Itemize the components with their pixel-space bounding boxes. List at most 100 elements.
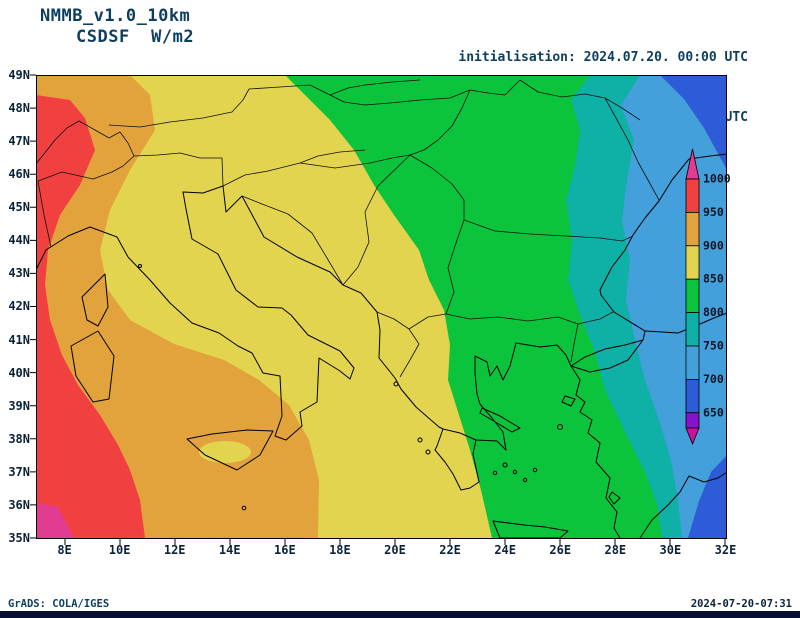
coastline-peloponnese [434, 428, 480, 491]
lon-tick-label: 32E [714, 543, 737, 557]
colorbar-label: 700 [703, 372, 724, 386]
border-line [119, 131, 135, 157]
lat-tick-label: 41N [8, 332, 30, 347]
border-line [61, 152, 224, 187]
lon-tick-label: 10E [108, 543, 131, 557]
colorbar-seg-lt-650 [685, 412, 700, 429]
coastline-adriatic-aegean [222, 153, 727, 451]
lon-tick-label: 16E [274, 543, 296, 557]
colorbar-label: 900 [703, 238, 724, 252]
colorbar-seg-800-850 [685, 278, 700, 314]
lon-tick-label: 24E [494, 543, 516, 557]
border-line [463, 219, 634, 242]
band-650-700-ne [660, 75, 727, 170]
variable-title: CSDSF W/m2 [76, 27, 195, 47]
band-900-950 [36, 75, 319, 538]
lat-tick-label: 48N [8, 101, 30, 116]
island-dot [417, 437, 423, 443]
colorbar-seg-900-950 [685, 211, 700, 247]
lat-tick-label: 36N [8, 497, 30, 512]
island-dot [393, 381, 399, 387]
lat-tick-label: 44N [8, 233, 30, 248]
coastline-marmara-south [570, 339, 644, 373]
border-line [445, 219, 465, 315]
coastlines [36, 153, 727, 539]
band-850-900-sicily-patch [199, 441, 251, 463]
border-line [408, 313, 447, 330]
colorbar-labels: 1000 950 900 850 800 750 700 650 [703, 172, 731, 420]
lon-tick-label: 26E [549, 543, 572, 557]
island-sardinia [70, 330, 115, 403]
lat-tick-label: 37N [8, 464, 30, 479]
lat-tick-label: 46N [8, 167, 30, 182]
lon-tick-label: 30E [659, 543, 682, 557]
colorbar-arrow-bottom [685, 427, 700, 446]
island-dot [492, 470, 498, 476]
border-line [299, 154, 411, 169]
colorbar-label: 800 [703, 305, 724, 319]
lat-tick-label: 42N [8, 299, 30, 314]
border-line [37, 171, 63, 248]
border-line [36, 120, 121, 165]
island-dot [425, 449, 431, 455]
border-line [409, 89, 471, 156]
lon-ticks [64, 539, 726, 545]
lat-tick-label: 49N [8, 68, 30, 82]
colorbar-label: 950 [703, 205, 724, 219]
lat-tick-label: 39N [8, 398, 30, 413]
lat-tick-label: 35N [8, 530, 30, 545]
lon-tick-label: 28E [604, 543, 627, 557]
model-title: NMMB_v1.0_10km [40, 6, 191, 26]
border-line [241, 195, 344, 286]
lat-tick-label: 40N [8, 365, 30, 380]
colorbar-seg-650-700 [685, 378, 700, 414]
island-dot [241, 505, 247, 511]
colorbar-label: 850 [703, 272, 724, 286]
lat-tick-label: 43N [8, 266, 30, 281]
lat-tick-label: 47N [8, 134, 30, 149]
colorbar-seg-700-750 [685, 345, 700, 380]
country-borders [36, 79, 660, 378]
lon-axis: 8E 10E 12E 14E 16E 18E 20E 22E 24E 26E 2… [37, 543, 753, 557]
island-dot [557, 424, 563, 430]
colorbar-seg-950-1000 [685, 178, 700, 213]
island-corsica [81, 273, 109, 327]
island-dot [138, 264, 142, 268]
contour-bands [36, 75, 727, 539]
border-line [342, 154, 411, 286]
island-rhodes [608, 491, 621, 505]
coastline-turkey-south [639, 471, 727, 539]
bottom-bar [0, 611, 800, 618]
lat-ticks [30, 74, 36, 539]
coastline-anatolia-west [570, 365, 621, 539]
border-line [519, 79, 641, 121]
band-950-1000 [36, 95, 145, 538]
lon-tick-label: 8E [57, 543, 72, 557]
lon-tick-label: 18E [329, 543, 351, 557]
island-dot [522, 477, 528, 483]
colorbar-label: 650 [703, 405, 724, 419]
lat-tick-label: 38N [8, 431, 30, 446]
lat-tick-label: 45N [8, 200, 30, 215]
border-line [409, 154, 465, 220]
init-time: initialisation: 2024.07.20. 00:00 UTC [458, 50, 748, 65]
island-dot [532, 467, 538, 473]
colorbar-label: 750 [703, 339, 724, 353]
border-line [570, 323, 579, 363]
band-gt-1000 [36, 503, 74, 538]
colorbar: 1000 950 900 850 800 750 700 650 [685, 148, 731, 446]
lon-tick-label: 14E [218, 543, 241, 557]
island-dot [512, 469, 518, 475]
lat-axis: 49N 48N 47N 46N 45N 44N 43N 42N 41N 40N … [0, 68, 30, 545]
lon-tick-label: 20E [384, 543, 406, 557]
border-line [108, 88, 250, 128]
grads-credit: GrADS: COLA/IGES [8, 598, 110, 610]
plot-frame [36, 75, 727, 539]
colorbar-seg-750-800 [685, 312, 700, 347]
lon-tick-label: 22E [439, 543, 461, 557]
lon-tick-label: 12E [163, 543, 186, 557]
band-650-700-se [688, 455, 727, 538]
border-line [604, 97, 660, 201]
border-line [329, 79, 521, 106]
